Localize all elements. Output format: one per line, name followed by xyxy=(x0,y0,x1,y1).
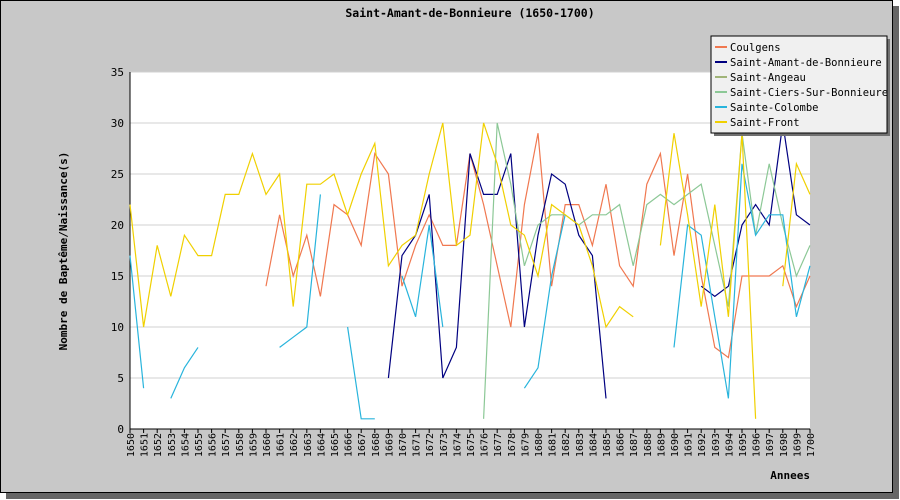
y-tick-label: 5 xyxy=(117,372,124,385)
gridlines xyxy=(130,71,810,379)
legend-entry: Coulgens xyxy=(730,42,781,54)
x-tick-label: 1680 xyxy=(534,433,545,457)
x-tick-label: 1656 xyxy=(208,433,219,457)
x-tick-label: 1674 xyxy=(452,433,463,457)
y-tick-label: 35 xyxy=(111,66,124,79)
series-line-coulgens xyxy=(265,133,811,359)
x-tick-label: 1696 xyxy=(752,433,763,457)
legend-entry: Saint-Front xyxy=(730,117,800,129)
x-tick-label: 1700 xyxy=(806,433,817,457)
x-tick-label: 1692 xyxy=(697,433,708,457)
x-tick-label: 1699 xyxy=(792,433,803,457)
x-tick-label: 1685 xyxy=(602,433,613,457)
chart-title: Saint-Amant-de-Bonnieure (1650-1700) xyxy=(345,6,594,20)
legend-box xyxy=(710,35,888,134)
x-tick-label: 1652 xyxy=(153,433,164,457)
x-tick-label: 1650 xyxy=(126,433,137,457)
x-tick-label: 1669 xyxy=(384,433,395,457)
x-tick-label: 1657 xyxy=(221,433,232,457)
x-tick-label: 1658 xyxy=(235,433,246,457)
x-tick-label: 1678 xyxy=(507,433,518,457)
x-tick-label: 1667 xyxy=(357,433,368,457)
series-line-sainte-colombe xyxy=(129,163,811,420)
legend-entry: Saint-Angeau xyxy=(730,72,806,84)
x-tick-label: 1688 xyxy=(643,433,654,457)
x-tick-label: 1689 xyxy=(656,433,667,457)
x-tick-label: 1683 xyxy=(575,433,586,457)
x-tick-label: 1675 xyxy=(466,433,477,457)
series-line-saint-front xyxy=(129,122,811,419)
x-tick-label: 1681 xyxy=(548,433,559,457)
x-tick-labels: 1650 1651 1652 1653 1654 1655 1656 1657 1658 1659… xyxy=(126,433,817,457)
legend: Coulgens Saint-Amant-de-Bonnieure Saint-An… xyxy=(710,35,890,136)
y-tick-label: 10 xyxy=(111,321,124,334)
x-tick-label: 1672 xyxy=(425,433,436,457)
x-tick-label: 1659 xyxy=(248,433,259,457)
x-tick-label: 1661 xyxy=(276,433,287,457)
x-tick-label: 1668 xyxy=(371,433,382,457)
x-tick-label: 1682 xyxy=(561,433,572,457)
y-tick-label: 25 xyxy=(111,168,124,181)
legend-entry: Saint-Amant-de-Bonnieure xyxy=(730,57,882,69)
x-tick-label: 1673 xyxy=(439,433,450,457)
y-tick-label: 30 xyxy=(111,117,124,130)
x-tick-label: 1653 xyxy=(167,433,178,457)
x-tick-label: 1662 xyxy=(289,433,300,457)
plot-area xyxy=(130,72,810,429)
x-tick-label: 1684 xyxy=(588,433,599,457)
legend-entry: Sainte-Colombe xyxy=(730,102,819,114)
legend-entry: Saint-Ciers-Sur-Bonnieure xyxy=(730,87,888,99)
x-tick-label: 1664 xyxy=(316,433,327,457)
y-tick-label: 20 xyxy=(111,219,124,232)
axes xyxy=(129,72,811,433)
x-tick-label: 1679 xyxy=(520,433,531,457)
x-tick-label: 1660 xyxy=(262,433,273,457)
x-tick-label: 1694 xyxy=(724,433,735,457)
x-tick-label: 1695 xyxy=(738,433,749,457)
x-tick-label: 1655 xyxy=(194,433,205,457)
x-tick-label: 1663 xyxy=(303,433,314,457)
series-lines xyxy=(129,122,811,420)
x-tick-label: 1651 xyxy=(140,433,151,457)
x-tick-label: 1687 xyxy=(629,433,640,457)
series-line-saint-amant-de-bonnieure xyxy=(387,122,811,399)
x-tick-label: 1697 xyxy=(765,433,776,457)
y-axis-label: Nombre de Baptême/Naissance(s) xyxy=(57,152,70,351)
x-tick-label: 1690 xyxy=(670,433,681,457)
x-tick-label: 1698 xyxy=(779,433,790,457)
x-tick-label: 1693 xyxy=(711,433,722,457)
x-axis-label: Annees xyxy=(770,469,810,482)
x-tick-label: 1686 xyxy=(616,433,627,457)
x-tick-label: 1665 xyxy=(330,433,341,457)
x-tick-label: 1671 xyxy=(412,433,423,457)
y-tick-labels: 0 5 10 15 20 25 30 35 xyxy=(111,66,124,436)
y-tick-label: 15 xyxy=(111,270,124,283)
x-tick-label: 1666 xyxy=(344,433,355,457)
x-tick-label: 1677 xyxy=(493,433,504,457)
y-tick-label: 0 xyxy=(117,423,124,436)
x-tick-label: 1654 xyxy=(180,433,191,457)
x-tick-label: 1691 xyxy=(684,433,695,457)
x-tick-label: 1676 xyxy=(480,433,491,457)
x-tick-label: 1670 xyxy=(398,433,409,457)
